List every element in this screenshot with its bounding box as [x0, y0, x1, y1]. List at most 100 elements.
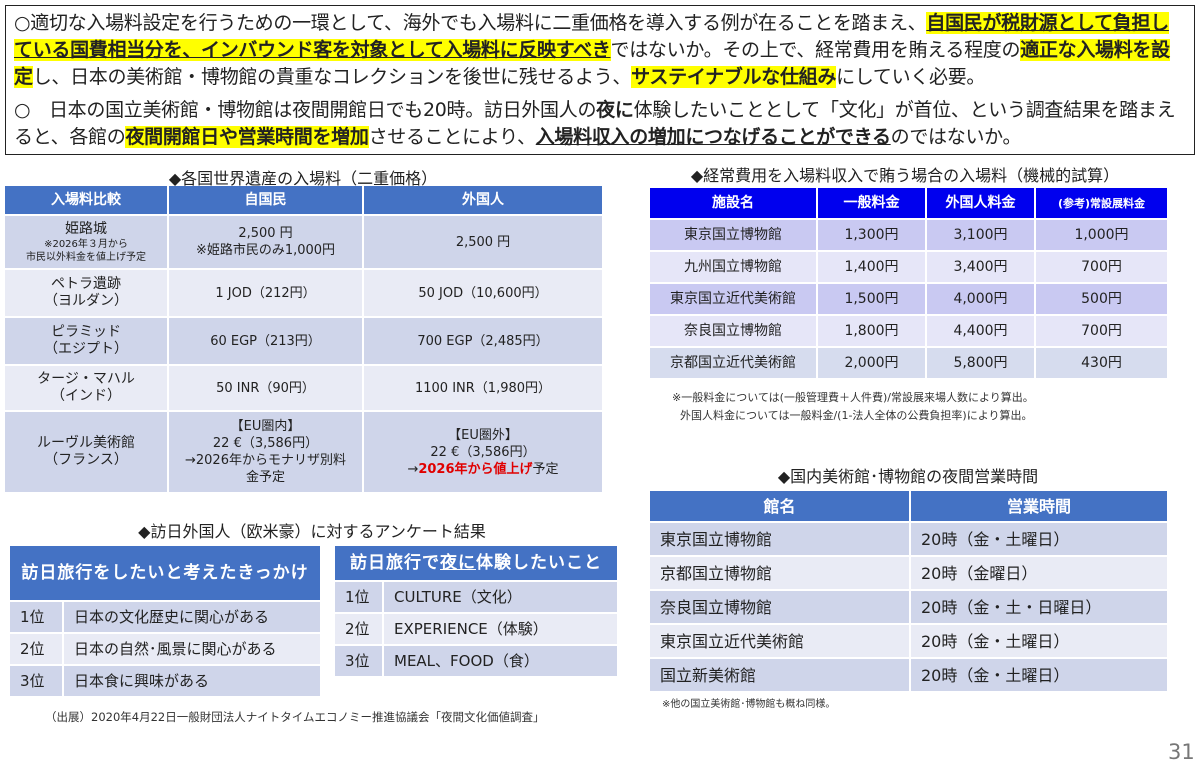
- text-segment: し、日本の美術館・博物館の貴重なコレクションを後世に残せるよう、: [32, 66, 632, 88]
- table-cell: 1,800円: [818, 316, 925, 346]
- domestic-price: 22 €（3,586円）: [212, 436, 319, 451]
- header-text: 体験したいこと: [476, 553, 602, 573]
- table-cell: 日本の自然･風景に関心がある: [64, 634, 320, 664]
- table-row: 1位 日本の文化歴史に関心がある: [10, 602, 320, 632]
- emphasized-text: サステイナブルな仕組み: [631, 66, 837, 88]
- cost-table-title: ◆経常費用を入場料収入で賄う場合の入場料（機械的試算）: [690, 166, 1120, 185]
- table-cell: EXPERIENCE（体験）: [384, 614, 617, 644]
- table-cell: 20時（金・土曜日）: [911, 523, 1167, 555]
- foreign-price: 22 €（3,586円）: [430, 444, 536, 460]
- table-cell: 東京国立博物館: [650, 523, 909, 555]
- table-cell: 20時（金曜日）: [911, 557, 1167, 589]
- price-increase-note: 2026年から値上げ: [418, 461, 533, 477]
- table-cell: MEAL、FOOD（食）: [384, 646, 617, 676]
- text-segment: にしていく必要。: [836, 66, 986, 88]
- table-row: 東京国立近代美術館 20時（金・土曜日）: [650, 625, 1167, 657]
- site-country: （エジプト）: [44, 341, 128, 357]
- table-cell: 2,000円: [818, 348, 925, 378]
- foreign-price: 2,500 円: [364, 216, 602, 268]
- cost-table: 施設名 一般料金 外国人料金 (参考)常設展料金 東京国立博物館 1,300円 3,…: [648, 186, 1169, 380]
- site-name: タージ・マハル: [37, 371, 135, 387]
- table-cell: 20時（金・土・日曜日）: [911, 591, 1167, 623]
- table-row: 姫路城 ※2026年３月から 市民以外料金を値上げ予定 2,500 円 ※姫路市民のみ…: [5, 216, 602, 268]
- header-emphasis: 夜に: [440, 553, 476, 573]
- table-row: 九州国立博物館 1,400円 3,400円 700円: [650, 252, 1167, 282]
- table-cell: 1,000円: [1036, 220, 1167, 250]
- domestic-note: →2026年からモナリザ別料金予定: [185, 453, 346, 485]
- table-cell: 5,800円: [927, 348, 1034, 378]
- site-name: 姫路城: [65, 220, 107, 237]
- table-row: 3位 MEAL、FOOD（食）: [335, 646, 617, 676]
- table-row: 国立新美術館 20時（金・土曜日）: [650, 659, 1167, 691]
- col-header: 一般料金: [818, 188, 925, 218]
- survey-night-header: 訪日旅行で夜に体験したいこと: [335, 546, 617, 580]
- survey-source: （出展）2020年4月22日一般財団法人ナイトタイムエコノミー推進協議会「夜間文…: [45, 710, 545, 724]
- table-cell: 九州国立博物館: [650, 252, 816, 282]
- text-segment: させることにより、: [368, 126, 536, 148]
- cost-note-1: ※一般料金については(一般管理費＋人件費)/常設展来場人数により算出。: [672, 391, 1034, 404]
- table-row: ペトラ遺跡 （ヨルダン） 1 JOD（212円） 50 JOD（10,600円）: [5, 270, 602, 316]
- domestic-price: 1 JOD（212円）: [169, 270, 362, 316]
- site-note: 市民以外料金を値上げ予定: [26, 251, 146, 263]
- table-cell: 東京国立博物館: [650, 220, 816, 250]
- site-country: （フランス）: [44, 452, 128, 468]
- foreign-label: 【EU圏外】: [448, 427, 518, 443]
- note-suffix: 予定: [532, 461, 559, 477]
- table-row: 東京国立近代美術館 1,500円 4,000円 500円: [650, 284, 1167, 314]
- table-cell: 1,300円: [818, 220, 925, 250]
- table-row: ピラミッド （エジプト） 60 EGP（213円） 700 EGP（2,485円）: [5, 318, 602, 364]
- table-cell: 1,400円: [818, 252, 925, 282]
- world-heritage-table: 入場料比較 自国民 外国人 姫路城 ※2026年３月から 市民以外料金を値上げ予定 …: [3, 184, 604, 494]
- emphasized-text: 夜に: [596, 99, 634, 121]
- table-cell: 20時（金・土曜日）: [911, 659, 1167, 691]
- text-segment: ○ 日本の国立美術館・博物館は夜間開館日でも20時。訪日外国人の: [14, 99, 597, 121]
- table-cell: 日本の文化歴史に関心がある: [64, 602, 320, 632]
- table-cell: 3位: [10, 666, 62, 696]
- col-header: 施設名: [650, 188, 816, 218]
- emphasized-text: 夜間開館日や営業時間を増加: [125, 126, 369, 148]
- survey-reasons-table: 訪日旅行をしたいと考えたきっかけ 1位 日本の文化歴史に関心がある 2位 日本の自然･…: [8, 544, 322, 698]
- table-cell: 東京国立近代美術館: [650, 284, 816, 314]
- table-cell: 4,000円: [927, 284, 1034, 314]
- table-row: タージ・マハル （インド） 50 INR（90円） 1100 INR（1,980円…: [5, 366, 602, 410]
- col-header: 自国民: [169, 186, 362, 214]
- table-row: 京都国立博物館 20時（金曜日）: [650, 557, 1167, 589]
- table-cell: 国立新美術館: [650, 659, 909, 691]
- table-row: 京都国立近代美術館 2,000円 5,800円 430円: [650, 348, 1167, 378]
- table-cell: 2位: [335, 614, 382, 644]
- domestic-price: 60 EGP（213円）: [169, 318, 362, 364]
- arrow: →: [407, 461, 419, 477]
- night-hours-title: ◆国内美術館･博物館の夜間営業時間: [777, 467, 1039, 486]
- site-name: ルーヴル美術館: [37, 435, 135, 451]
- text-segment: ○適切な入場料設定を行うための一環として、海外でも入場料に二重価格を導入する例が…: [14, 12, 927, 34]
- table-row: 2位 EXPERIENCE（体験）: [335, 614, 617, 644]
- table-row: 1位 CULTURE（文化）: [335, 582, 617, 612]
- table-cell: 1位: [10, 602, 62, 632]
- table-cell: 1位: [335, 582, 382, 612]
- table-row: ルーヴル美術館 （フランス） 【EU圏内】 22 €（3,586円） →2026年から…: [5, 412, 602, 492]
- table-cell: 東京国立近代美術館: [650, 625, 909, 657]
- table-cell: 4,400円: [927, 316, 1034, 346]
- col-header: (参考)常設展料金: [1036, 188, 1167, 218]
- table-row: 東京国立博物館 1,300円 3,100円 1,000円: [650, 220, 1167, 250]
- col-header: 外国人料金: [927, 188, 1034, 218]
- col-header: 外国人: [364, 186, 602, 214]
- site-name: ピラミッド: [51, 324, 121, 340]
- table-cell: 3位: [335, 646, 382, 676]
- table-row: 3位 日本食に興味がある: [10, 666, 320, 696]
- domestic-label: 【EU圏内】: [230, 419, 301, 434]
- header-text: 訪日旅行で: [350, 553, 440, 573]
- summary-paragraph-1: ○適切な入場料設定を行うための一環として、海外でも入場料に二重価格を導入する例が…: [14, 10, 1186, 91]
- table-row: 東京国立博物館 20時（金・土曜日）: [650, 523, 1167, 555]
- summary-box: ○適切な入場料設定を行うための一環として、海外でも入場料に二重価格を導入する例が…: [5, 5, 1195, 155]
- col-header: 入場料比較: [5, 186, 167, 214]
- foreign-price: 50 JOD（10,600円）: [364, 270, 602, 316]
- site-name: ペトラ遺跡: [51, 276, 121, 292]
- survey-title: ◆訪日外国人（欧米豪）に対するアンケート結果: [138, 522, 486, 541]
- table-cell: 3,100円: [927, 220, 1034, 250]
- text-segment: ではないか。その上で、経常費用を賄える程度の: [610, 39, 1021, 61]
- page-number: 31: [1168, 740, 1195, 764]
- domestic-price: 2,500 円: [238, 226, 293, 241]
- table-cell: 3,400円: [927, 252, 1034, 282]
- site-note: ※2026年３月から: [44, 238, 128, 250]
